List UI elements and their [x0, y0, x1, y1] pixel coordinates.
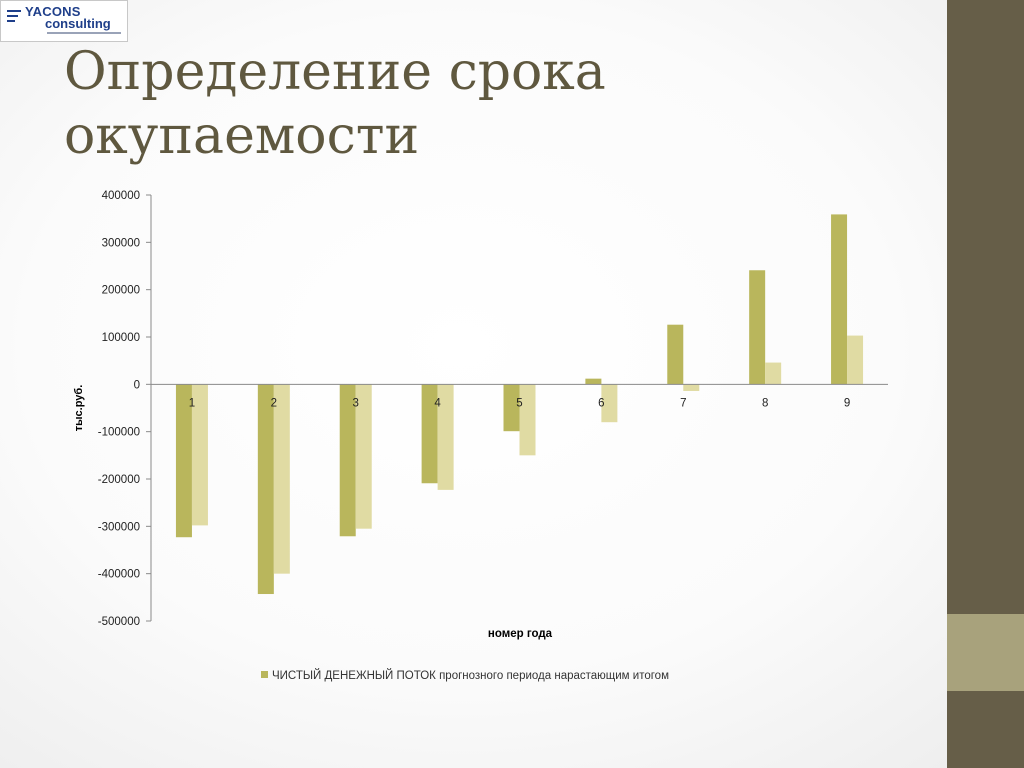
x-tick-label: 6	[598, 397, 604, 409]
y-tick-label: 200000	[102, 285, 140, 297]
x-tick-label: 8	[762, 397, 768, 409]
x-tick-label: 4	[434, 397, 441, 409]
bar-series2-year-4	[437, 384, 454, 490]
x-tick-label: 9	[844, 397, 850, 409]
logo-text-top: YACONS	[25, 4, 81, 19]
bar-series2-year-2	[273, 384, 290, 574]
slide-title-line1: Определение срока	[64, 42, 606, 102]
legend-swatch	[261, 671, 268, 678]
bar-series1-year-3	[339, 384, 356, 537]
bar-series2-year-8	[765, 362, 782, 385]
y-tick-label: 400000	[102, 190, 140, 202]
bar-series2-year-1	[191, 384, 208, 526]
bar-series2-year-6	[601, 384, 618, 423]
bar-series2-year-5	[519, 384, 536, 456]
y-tick-label: -500000	[98, 616, 140, 628]
slide-title-line2: окупаемости	[64, 106, 420, 166]
y-tick-label: -100000	[98, 427, 140, 439]
y-tick-label: 300000	[102, 237, 140, 249]
x-tick-label: 7	[680, 397, 686, 409]
bar-series2-year-7	[683, 384, 700, 391]
y-tick-label: -300000	[98, 521, 140, 533]
logo-tagline-decoration	[47, 32, 121, 34]
legend-label: ЧИСТЫЙ ДЕНЕЖНЫЙ ПОТОК прогнозного период…	[272, 670, 669, 682]
bar-series1-year-4	[421, 384, 438, 484]
y-tick-label: -400000	[98, 569, 140, 581]
x-axis-ticks: 1 2 3 4 5 6 7 8 9	[189, 397, 851, 409]
y-tick-label: 100000	[102, 332, 140, 344]
bar-series1-year-2	[257, 384, 274, 595]
x-axis-label: номер года	[488, 628, 553, 640]
x-tick-label: 2	[271, 397, 277, 409]
x-tick-label: 1	[189, 397, 195, 409]
logo-lines-icon	[7, 10, 21, 25]
right-decor-band-accent	[947, 614, 1024, 691]
y-tick-label: 0	[134, 379, 140, 391]
bar-series1-year-1	[175, 384, 192, 538]
company-logo: YACONS consulting	[0, 0, 128, 42]
slide-title: Определение срока окупаемости	[64, 40, 924, 168]
bar-series1-year-9	[831, 214, 848, 385]
bar-series1-year-7	[667, 324, 684, 385]
logo-text-bottom: consulting	[45, 16, 111, 31]
bar-chart: 400000 300000 200000 100000 0 -100000 -200000 -…	[73, 190, 888, 640]
x-tick-label: 5	[516, 397, 522, 409]
bar-series1-year-6	[585, 378, 602, 385]
y-axis-ticks: 400000 300000 200000 100000 0 -100000 -200000 -…	[98, 190, 151, 628]
x-tick-label: 3	[353, 397, 359, 409]
bar-series2-year-9	[847, 335, 864, 385]
bar-series1-year-5	[503, 384, 520, 432]
chart-legend: ЧИСТЫЙ ДЕНЕЖНЫЙ ПОТОК прогнозного период…	[261, 670, 669, 686]
y-tick-label: -200000	[98, 474, 140, 486]
bar-series2-year-3	[355, 384, 372, 529]
chart-bars	[175, 214, 864, 595]
bar-series1-year-8	[749, 270, 766, 385]
y-axis-label: тыс.руб.	[73, 385, 85, 432]
